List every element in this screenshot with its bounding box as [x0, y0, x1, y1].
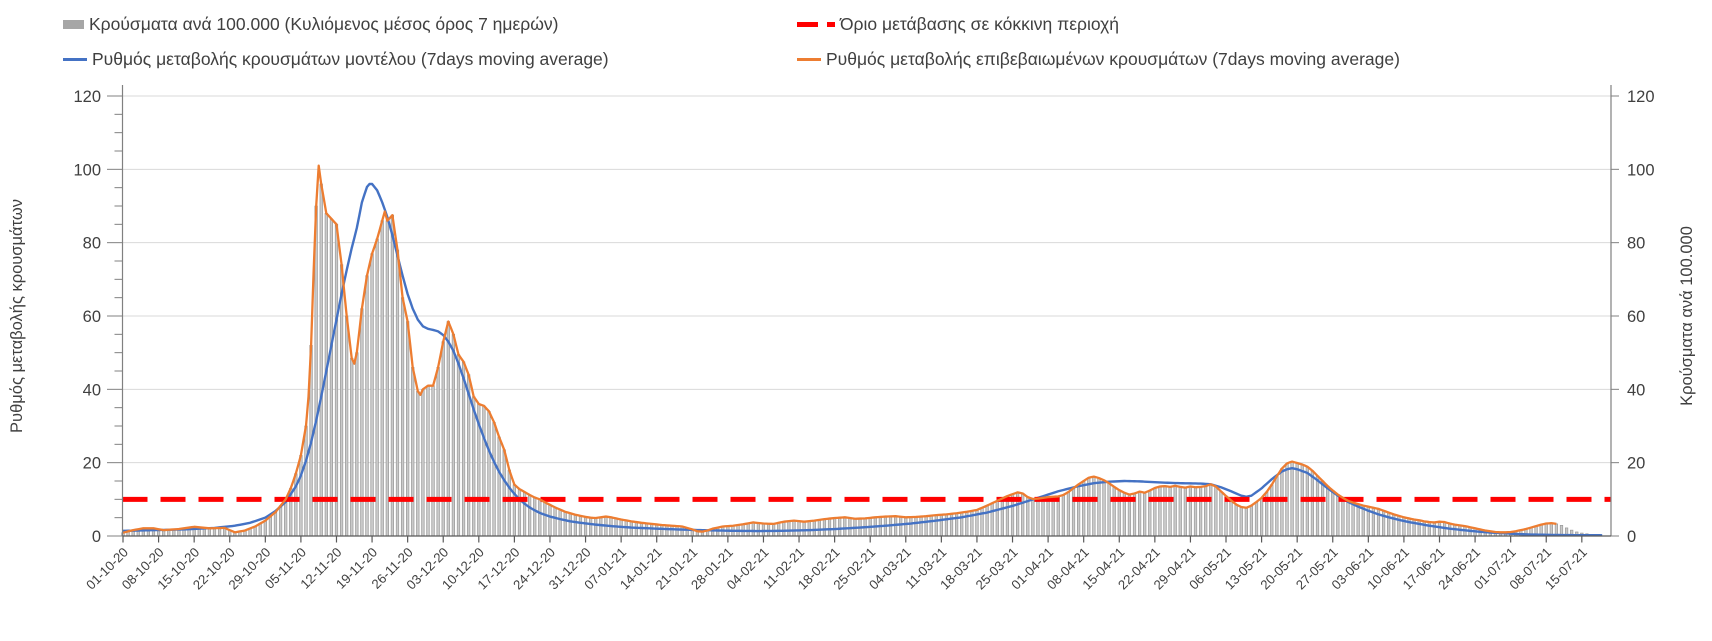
y-left-tick-label: 20 [83, 455, 101, 473]
axes [107, 85, 1619, 543]
confirmed-rate-line [122, 164, 1557, 534]
legend-label-red-zone-threshold: Όριο μετάβασης σε κόκκινη περιοχή [840, 14, 1120, 34]
legend-label-model-rate: Ρυθμός μεταβολής κρουσμάτων μοντέλου (7d… [92, 49, 609, 69]
y-right-tick-label: 20 [1627, 455, 1645, 473]
legend-label-confirmed-rate: Ρυθμός μεταβολής επιβεβαιωμένων κρουσμάτ… [826, 49, 1400, 69]
y-left-tick-label: 100 [73, 161, 101, 179]
y-left-tick-label: 60 [83, 308, 101, 326]
y-left-tick-label: 40 [83, 381, 101, 399]
y-left-tick-label: 120 [73, 88, 101, 106]
model-line-swatch [63, 57, 87, 61]
y-right-axis-title: Κρούσματα ανά 100.000 [1678, 226, 1696, 406]
legend-item-model-rate: Ρυθμός μεταβολής κρουσμάτων μοντέλου (7d… [63, 48, 609, 70]
model-rate-line [122, 182, 1603, 537]
y-right-tick-label: 80 [1627, 235, 1645, 253]
confirmed-line-swatch [797, 57, 821, 61]
bar-series-cases-per-100k [121, 183, 1594, 537]
bar-series-swatch [63, 19, 84, 29]
legend-item-confirmed-rate: Ρυθμός μεταβολής επιβεβαιωμένων κρουσμάτ… [797, 48, 1400, 70]
legend-item-red-zone-threshold: Όριο μετάβασης σε κόκκινη περιοχή [797, 13, 1119, 35]
y-right-tick-label: 100 [1627, 161, 1655, 179]
legend-item-cases-per-100k: Κρούσματα ανά 100.000 (Κυλιόμενος μέσος … [63, 13, 558, 35]
y-right-tick-label: 120 [1627, 88, 1655, 106]
y-right-tick-label: 40 [1627, 381, 1645, 399]
y-left-axis-title: Ρυθμός μεταβολής κρουσμάτων [8, 199, 26, 433]
y-left-tick-label: 0 [92, 528, 101, 546]
y-left-tick-label: 80 [83, 235, 101, 253]
legend-label-cases-per-100k: Κρούσματα ανά 100.000 (Κυλιόμενος μέσος … [89, 14, 559, 34]
threshold-line-swatch [797, 21, 835, 27]
y-right-tick-label: 60 [1627, 308, 1645, 326]
axis-labels: 02040608010012002040608010012001-10-2008… [8, 88, 1696, 592]
y-right-tick-label: 0 [1627, 528, 1636, 546]
